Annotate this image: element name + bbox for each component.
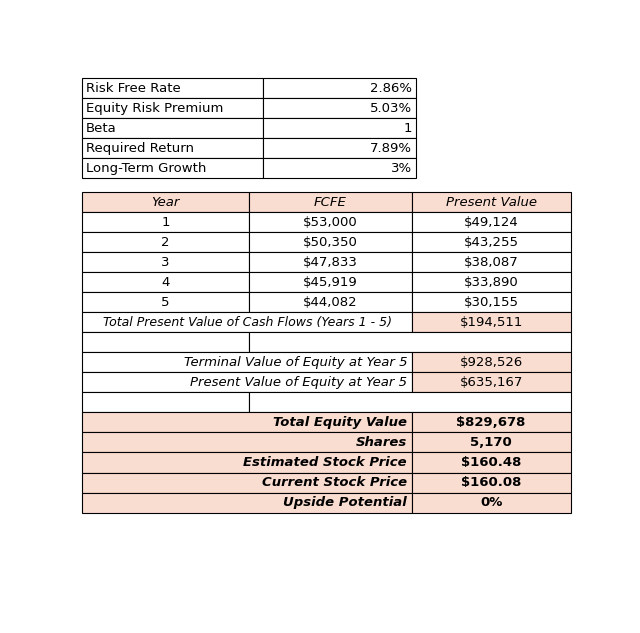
Text: Risk Free Rate: Risk Free Rate (86, 82, 181, 95)
Bar (249, 212, 412, 232)
Text: 5.03%: 5.03% (369, 102, 412, 115)
Bar (412, 353, 571, 372)
Text: 7.89%: 7.89% (370, 142, 412, 155)
Text: Equity Risk Premium: Equity Risk Premium (86, 102, 223, 115)
Text: $928,526: $928,526 (460, 356, 523, 369)
Text: 2.86%: 2.86% (370, 82, 412, 95)
Text: Required Return: Required Return (86, 142, 194, 155)
Text: $53,000: $53,000 (303, 216, 358, 229)
Bar (83, 292, 249, 312)
Text: 3: 3 (161, 256, 170, 269)
Text: $30,155: $30,155 (463, 296, 518, 309)
Bar (412, 372, 571, 392)
Bar (412, 192, 571, 212)
Bar (83, 232, 249, 253)
Bar (412, 453, 571, 472)
Bar (83, 212, 249, 232)
Text: Estimated Stock Price: Estimated Stock Price (243, 456, 407, 469)
Text: 4: 4 (161, 276, 170, 289)
Text: Total Equity Value: Total Equity Value (273, 416, 407, 429)
Text: Present Value of Equity at Year 5: Present Value of Equity at Year 5 (190, 376, 407, 389)
Bar (412, 212, 571, 232)
Text: $49,124: $49,124 (464, 216, 518, 229)
Text: Current Stock Price: Current Stock Price (262, 476, 407, 489)
Text: 5,170: 5,170 (470, 436, 512, 449)
Bar (83, 158, 263, 179)
Text: $38,087: $38,087 (464, 256, 518, 269)
Bar (263, 78, 415, 98)
Text: $47,833: $47,833 (303, 256, 358, 269)
Bar (83, 413, 412, 432)
Bar (83, 139, 263, 158)
Bar (83, 372, 412, 392)
Text: Present Value: Present Value (445, 196, 536, 209)
Bar (412, 312, 571, 332)
Text: $44,082: $44,082 (303, 296, 358, 309)
Bar (83, 332, 249, 353)
Bar (412, 492, 571, 513)
Text: Beta: Beta (86, 122, 117, 135)
Text: $194,511: $194,511 (460, 316, 523, 329)
Bar (412, 413, 571, 432)
Bar (249, 292, 412, 312)
Text: Total Present Value of Cash Flows (Years 1 - 5): Total Present Value of Cash Flows (Years… (102, 316, 392, 329)
Bar (263, 139, 415, 158)
Bar (249, 392, 571, 413)
Bar (83, 272, 249, 292)
Text: Shares: Shares (356, 436, 407, 449)
Text: $50,350: $50,350 (303, 235, 358, 249)
Bar (83, 453, 412, 472)
Bar (83, 98, 263, 118)
Text: Long-Term Growth: Long-Term Growth (86, 162, 207, 175)
Text: $160.08: $160.08 (461, 476, 522, 489)
Bar (83, 392, 249, 413)
Bar (412, 292, 571, 312)
Text: 2: 2 (161, 235, 170, 249)
Bar (412, 272, 571, 292)
Bar (263, 118, 415, 139)
Bar (412, 253, 571, 272)
Bar (263, 98, 415, 118)
Text: 0%: 0% (480, 496, 502, 509)
Text: Terminal Value of Equity at Year 5: Terminal Value of Equity at Year 5 (184, 356, 407, 369)
Text: $33,890: $33,890 (464, 276, 518, 289)
Bar (83, 472, 412, 492)
Bar (249, 272, 412, 292)
Text: 1: 1 (161, 216, 170, 229)
Text: $45,919: $45,919 (303, 276, 358, 289)
Text: Year: Year (152, 196, 180, 209)
Bar (263, 158, 415, 179)
Text: $43,255: $43,255 (463, 235, 518, 249)
Bar (412, 232, 571, 253)
Text: $160.48: $160.48 (461, 456, 522, 469)
Text: 1: 1 (403, 122, 412, 135)
Text: FCFE: FCFE (314, 196, 347, 209)
Bar (249, 192, 412, 212)
Text: 5: 5 (161, 296, 170, 309)
Bar (249, 332, 571, 353)
Bar (83, 78, 263, 98)
Text: $635,167: $635,167 (460, 376, 523, 389)
Bar (83, 312, 412, 332)
Text: 3%: 3% (390, 162, 412, 175)
Bar (83, 253, 249, 272)
Text: $829,678: $829,678 (456, 416, 526, 429)
Text: Upside Potential: Upside Potential (284, 496, 407, 509)
Bar (83, 432, 412, 453)
Bar (83, 192, 249, 212)
Bar (83, 353, 412, 372)
Bar (83, 492, 412, 513)
Bar (249, 232, 412, 253)
Bar (249, 253, 412, 272)
Bar (83, 118, 263, 139)
Bar (412, 472, 571, 492)
Bar (412, 432, 571, 453)
